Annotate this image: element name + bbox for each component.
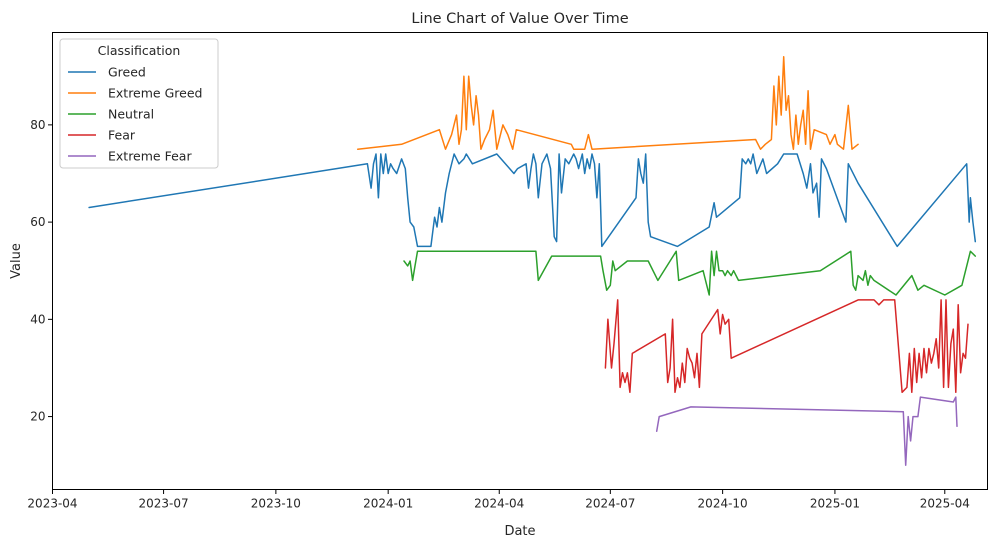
series-line-3 bbox=[604, 299, 969, 394]
x-tick-label-7: 2025-01 bbox=[810, 497, 860, 511]
chart-title: Line Chart of Value Over Time bbox=[411, 11, 628, 27]
x-tick-label-2: 2023-10 bbox=[251, 497, 301, 511]
y-tick-label-1: 40 bbox=[30, 312, 45, 326]
y-axis: 20 40 60 80 bbox=[30, 118, 53, 424]
x-tick-label-6: 2024-10 bbox=[698, 497, 748, 511]
x-axis: 2023-04 2023-07 2023-10 2024-01 2024-04 2024-… bbox=[27, 489, 970, 511]
legend-label-2: Neutral bbox=[108, 107, 154, 122]
series-line-1 bbox=[356, 56, 859, 150]
y-axis-title: Value bbox=[9, 243, 24, 279]
x-tick-label-5: 2024-07 bbox=[585, 497, 635, 511]
x-tick-label-1: 2023-07 bbox=[139, 497, 189, 511]
plot-lines bbox=[88, 56, 977, 466]
series-line-2 bbox=[403, 250, 977, 296]
legend: Classification Greed Extreme Greed Neutral… bbox=[59, 38, 219, 169]
plot-frame bbox=[52, 32, 988, 490]
legend-title: Classification bbox=[98, 43, 181, 58]
y-tick-label-2: 60 bbox=[30, 215, 45, 229]
legend-label-1: Extreme Greed bbox=[108, 86, 202, 101]
y-tick-label-3: 80 bbox=[30, 118, 45, 132]
x-tick-label-0: 2023-04 bbox=[27, 497, 77, 511]
series-line-4 bbox=[655, 396, 958, 466]
legend-label-0: Greed bbox=[108, 65, 146, 80]
legend-label-3: Fear bbox=[108, 128, 136, 143]
x-tick-label-4: 2024-04 bbox=[474, 497, 524, 511]
legend-label-4: Extreme Fear bbox=[108, 149, 192, 164]
series-line-0 bbox=[88, 153, 977, 248]
legend-box bbox=[59, 38, 219, 169]
y-tick-label-0: 20 bbox=[30, 410, 45, 424]
x-tick-label-8: 2025-04 bbox=[920, 497, 970, 511]
x-axis-title: Date bbox=[504, 524, 535, 539]
x-tick-label-3: 2024-01 bbox=[363, 497, 413, 511]
